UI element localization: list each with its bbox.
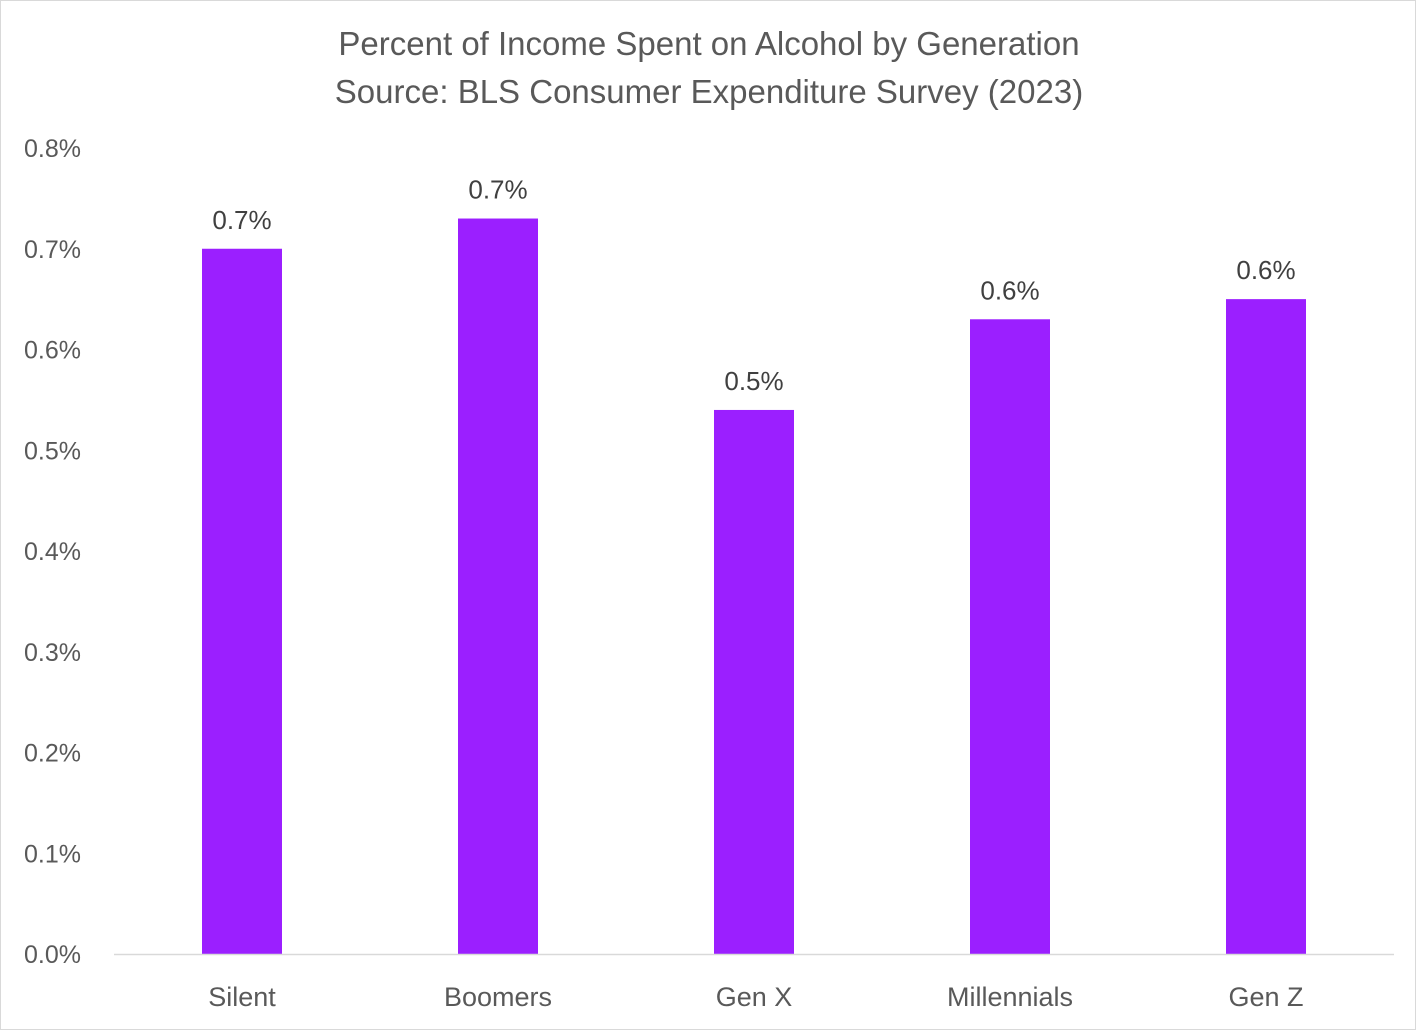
data-label: 0.7% [468, 175, 527, 205]
data-label: 0.6% [980, 275, 1039, 305]
chart-subtitle: Source: BLS Consumer Expenditure Survey … [335, 73, 1083, 110]
data-label: 0.5% [724, 366, 783, 396]
data-label: 0.6% [1236, 255, 1295, 285]
y-tick-label: 0.1% [24, 840, 81, 868]
x-tick-label: Gen X [716, 982, 793, 1012]
x-tick-label: Silent [208, 982, 276, 1012]
x-axis: Silent Boomers Gen X Millennials Gen Z [208, 982, 1303, 1012]
bar-boomers [458, 218, 538, 954]
x-tick-label: Millennials [947, 982, 1073, 1012]
bars: 0.7% 0.7% 0.5% 0.6% 0.6% [202, 175, 1306, 954]
y-tick-label: 0.3% [24, 639, 81, 667]
y-axis: 0.0% 0.1% 0.2% 0.3% 0.4% 0.5% 0.6% 0.7% 0.8% [24, 135, 81, 969]
y-tick-label: 0.4% [24, 538, 81, 566]
bar-gen-z [1226, 299, 1306, 954]
y-tick-label: 0.2% [24, 740, 81, 768]
y-tick-label: 0.7% [24, 236, 81, 264]
bar-silent [202, 248, 282, 954]
bar-gen-x [714, 409, 794, 954]
y-tick-label: 0.8% [24, 135, 81, 163]
y-tick-label: 0.5% [24, 437, 81, 465]
x-tick-label: Gen Z [1228, 982, 1303, 1012]
y-tick-label: 0.0% [24, 941, 81, 969]
bar-millennials [970, 319, 1050, 954]
y-tick-label: 0.6% [24, 337, 81, 365]
x-tick-label: Boomers [444, 982, 552, 1012]
data-label: 0.7% [212, 205, 271, 235]
chart-title: Percent of Income Spent on Alcohol by Ge… [338, 25, 1079, 62]
